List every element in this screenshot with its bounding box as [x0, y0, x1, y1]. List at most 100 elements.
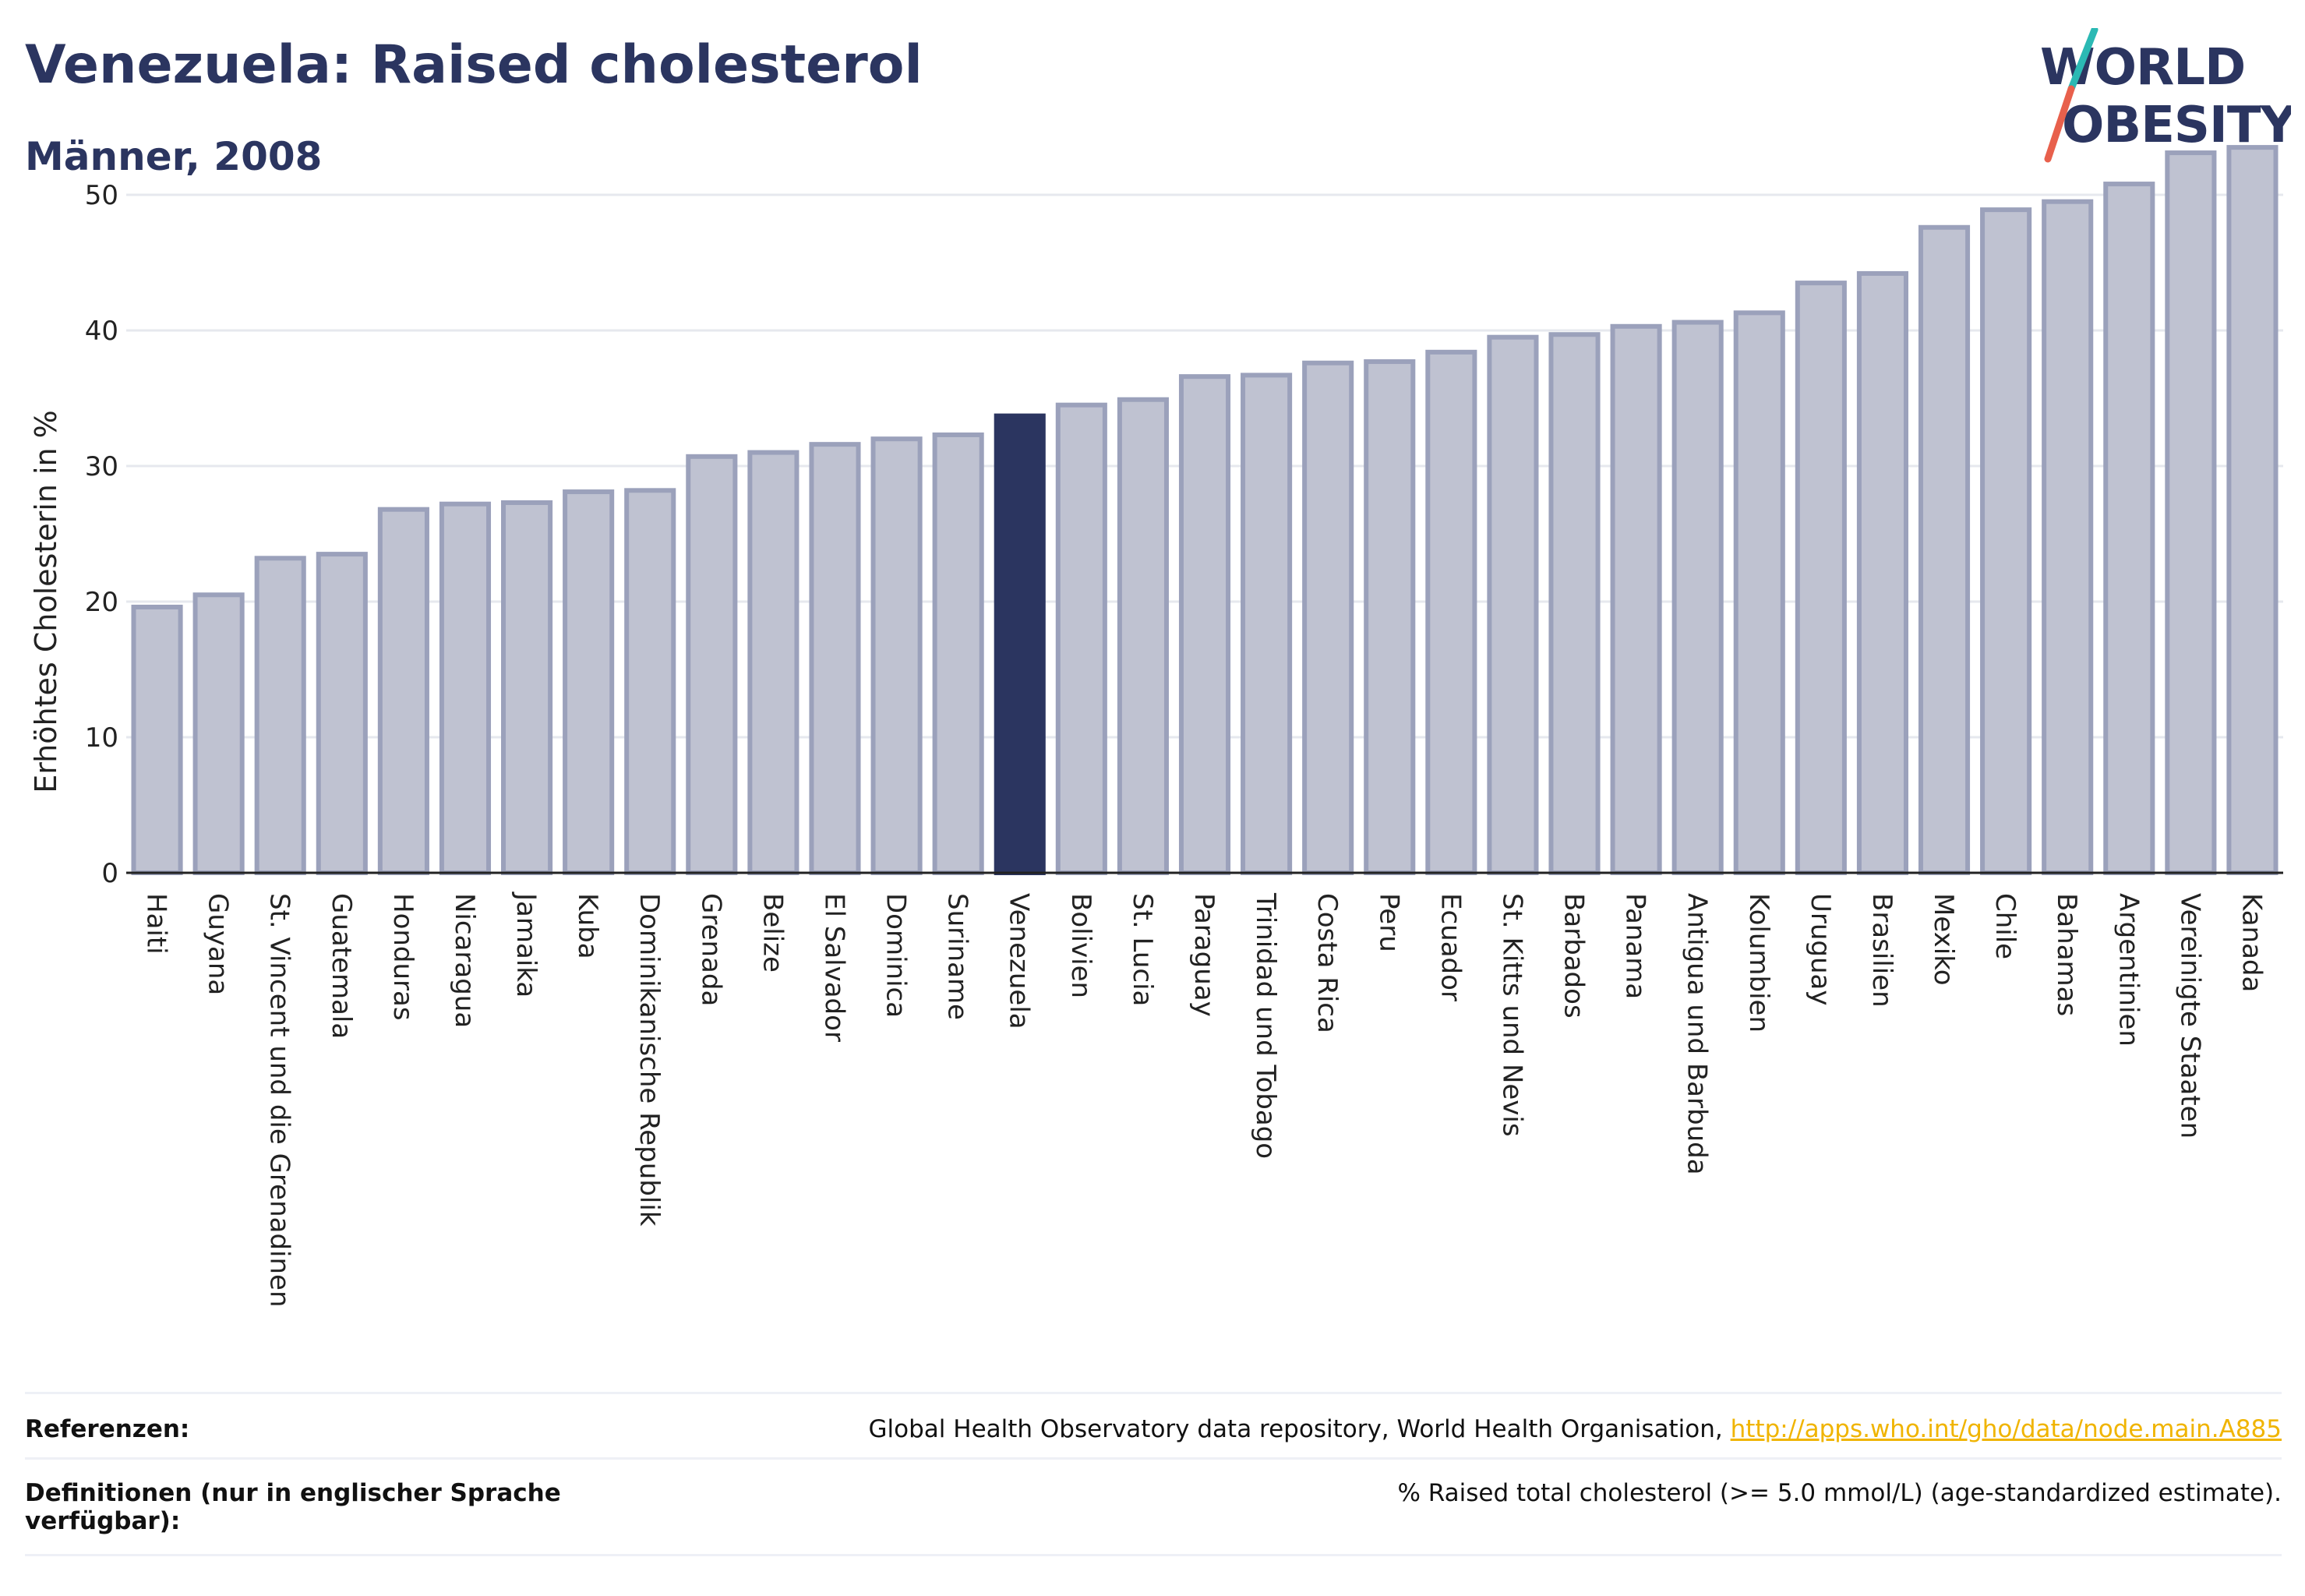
x-tick-label: St. Lucia — [1127, 893, 1158, 1006]
x-tick-label: Dominica — [881, 893, 912, 1018]
footer-references-row: Referenzen: Global Health Observatory da… — [25, 1415, 2282, 1443]
x-tick-label: Jamaika — [510, 892, 542, 998]
bar-nicaragua[interactable] — [439, 501, 492, 875]
x-tick-label: Antigua und Barbuda — [1682, 893, 1713, 1175]
logo-slash-teal — [2067, 28, 2099, 93]
bar-kanada[interactable] — [2226, 145, 2279, 876]
bar-vereinigte-staaten[interactable] — [2165, 150, 2217, 875]
y-tick-label: 30 — [85, 451, 118, 482]
bar-dominikanische-republik[interactable] — [624, 488, 676, 875]
x-tick-label: Guatemala — [326, 893, 357, 1039]
page-subtitle: Männer, 2008 — [25, 134, 323, 179]
bar-el-salvador[interactable] — [809, 442, 861, 875]
x-tick-label: Guyana — [203, 893, 234, 995]
references-label: Referenzen: — [25, 1415, 190, 1443]
x-tick-label: Mexiko — [1928, 893, 1959, 986]
x-tick-label: Dominikanische Republik — [634, 893, 665, 1227]
bar-suriname[interactable] — [932, 432, 984, 875]
bar-st-vincent-und-die-grenadinen[interactable] — [254, 556, 306, 875]
y-tick-label: 40 — [85, 316, 118, 347]
bar-argentinien[interactable] — [2103, 182, 2155, 875]
footer-divider-bottom — [25, 1554, 2282, 1556]
bar-guatemala[interactable] — [316, 552, 368, 875]
x-tick-label: Grenada — [695, 893, 726, 1006]
bar-haiti[interactable] — [131, 604, 183, 876]
x-tick-label: Honduras — [387, 893, 418, 1021]
bar-chile[interactable] — [1980, 207, 2032, 875]
bar-costa-rica[interactable] — [1302, 360, 1354, 875]
bar-bolivien[interactable] — [1055, 402, 1107, 875]
x-tick-label: Belize — [757, 893, 788, 973]
footer-divider-middle — [25, 1457, 2282, 1460]
x-tick-label: Brasilien — [1866, 893, 1897, 1008]
bar-ecuador[interactable] — [1425, 349, 1477, 875]
x-tick-label: Bahamas — [2051, 893, 2082, 1016]
y-tick-label: 10 — [85, 722, 118, 754]
bar-brasilien[interactable] — [1856, 270, 1908, 876]
bar-trinidad-und-tobago[interactable] — [1241, 373, 1293, 876]
x-tick-label: Peru — [1373, 893, 1404, 952]
definitions-label-line1: Definitionen (nur in englischer Sprache — [25, 1479, 561, 1507]
x-tick-label: El Salvador — [818, 893, 849, 1042]
x-tick-label: Kanada — [2236, 893, 2267, 992]
x-tick-label: Paraguay — [1188, 893, 1220, 1017]
x-tick-label: Nicaragua — [449, 893, 480, 1028]
x-tick-labels: Haiti Guyana St. Vincent und die Grenadine… — [141, 892, 2268, 1308]
bar-peru[interactable] — [1364, 359, 1416, 875]
x-tick-label: Bolivien — [1065, 893, 1096, 998]
x-tick-label: Kolumbien — [1743, 893, 1774, 1033]
y-tick-labels: 0 10 20 30 40 50 — [85, 180, 118, 889]
world-obesity-logo: WORLD OBESITY — [2040, 28, 2291, 163]
references-link[interactable]: http://apps.who.int/gho/data/node.main.A… — [1730, 1415, 2282, 1443]
x-tick-label: St. Kitts und Nevis — [1496, 893, 1527, 1137]
bar-kolumbien[interactable] — [1733, 310, 1785, 875]
bar-panama[interactable] — [1610, 323, 1662, 875]
bar-barbados[interactable] — [1548, 332, 1601, 876]
bar-grenada[interactable] — [686, 454, 738, 875]
bar-kuba[interactable] — [563, 489, 615, 875]
references-value: Global Health Observatory data repositor… — [869, 1415, 2282, 1443]
bar-mexiko[interactable] — [1918, 224, 1971, 875]
bar-belize[interactable] — [747, 450, 800, 875]
y-tick-label: 50 — [85, 180, 118, 211]
definitions-label: Definitionen (nur in englischer Sprache … — [25, 1479, 561, 1535]
x-tick-label: Haiti — [141, 893, 172, 955]
bar-st-lucia[interactable] — [1117, 397, 1169, 875]
logo-word-obesity: OBESITY — [2062, 97, 2291, 154]
x-tick-label: Chile — [1989, 893, 2021, 959]
x-tick-label: Ecuador — [1435, 893, 1466, 1001]
bar-honduras[interactable] — [377, 507, 429, 875]
x-tick-label: Argentinien — [2113, 893, 2144, 1047]
bar-paraguay[interactable] — [1178, 374, 1231, 876]
x-tick-label: Vereinigte Staaten — [2174, 893, 2205, 1139]
x-tick-label: Trinidad und Tobago — [1250, 892, 1281, 1159]
y-tick-label: 20 — [85, 587, 118, 618]
x-tick-label: St. Vincent und die Grenadinen — [264, 893, 295, 1308]
logo-slash-red — [2044, 85, 2075, 163]
bar-chart: 0 10 20 30 40 50 Haiti Guyana St. Vincent und d… — [29, 145, 2283, 1308]
y-axis-label: Erhöhtes Cholesterin in % — [29, 410, 63, 793]
bar-guyana[interactable] — [192, 592, 245, 875]
x-tick-label: Uruguay — [1805, 893, 1836, 1006]
x-tick-label: Costa Rica — [1311, 893, 1343, 1033]
footer-definitions-row: Definitionen (nur in englischer Sprache … — [25, 1479, 2282, 1535]
x-tick-label: Panama — [1620, 893, 1651, 999]
bar-bahamas[interactable] — [2042, 199, 2094, 875]
definitions-text: % Raised total cholesterol (>= 5.0 mmol/… — [1397, 1479, 2282, 1507]
y-tick-label: 0 — [101, 858, 118, 889]
x-tick-label: Suriname — [942, 893, 973, 1020]
footer-divider-top — [25, 1392, 2282, 1394]
bar-dominica[interactable] — [870, 436, 923, 875]
definitions-label-line2: verfügbar): — [25, 1507, 181, 1535]
x-tick-label: Barbados — [1558, 893, 1590, 1019]
x-tick-label: Kuba — [572, 893, 603, 959]
bar-st-kitts-und-nevis[interactable] — [1487, 334, 1539, 875]
references-text: Global Health Observatory data repositor… — [868, 1415, 1723, 1443]
page-title: Venezuela: Raised cholesterol — [25, 34, 923, 96]
bars — [131, 145, 2279, 876]
bar-antigua-und-barbuda[interactable] — [1671, 320, 1724, 875]
bar-venezuela[interactable] — [994, 413, 1046, 875]
bar-jamaika[interactable] — [501, 500, 553, 875]
bar-uruguay[interactable] — [1795, 281, 1847, 876]
x-tick-label: Venezuela — [1004, 893, 1035, 1029]
